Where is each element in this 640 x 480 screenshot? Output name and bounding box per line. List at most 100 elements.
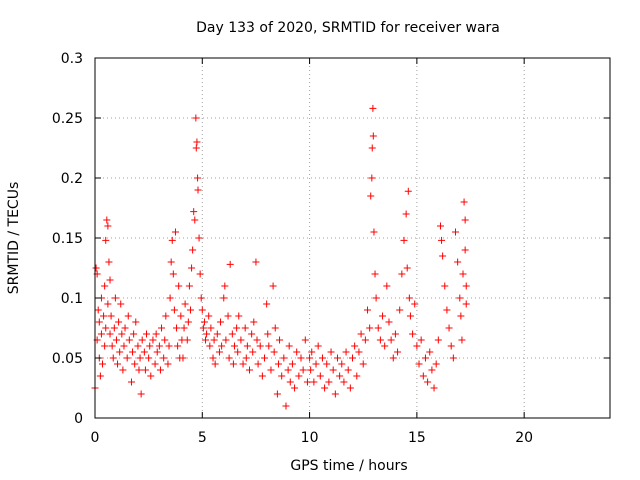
data-point <box>278 372 286 380</box>
data-point <box>189 246 197 254</box>
data-point <box>162 312 170 320</box>
data-point <box>99 360 107 368</box>
data-point <box>166 294 174 302</box>
data-point <box>249 348 257 356</box>
data-point <box>357 330 365 338</box>
data-point <box>108 342 116 350</box>
data-point <box>368 144 376 152</box>
data-point <box>329 366 337 374</box>
data-point <box>100 312 108 320</box>
data-point <box>336 372 344 380</box>
data-point <box>119 366 127 374</box>
data-point <box>376 336 384 344</box>
y-tick-label: 0.1 <box>61 291 83 307</box>
data-point <box>370 228 378 236</box>
data-point <box>217 318 225 326</box>
data-point <box>167 258 175 266</box>
data-point <box>226 260 234 268</box>
data-point <box>103 216 111 224</box>
data-point <box>413 342 421 350</box>
data-point <box>106 276 114 284</box>
data-point <box>95 318 103 326</box>
data-point <box>222 336 230 344</box>
data-point <box>151 360 159 368</box>
data-point <box>165 342 173 350</box>
data-point <box>308 348 316 356</box>
data-point <box>419 372 427 380</box>
data-point <box>114 360 122 368</box>
data-point <box>96 372 104 380</box>
data-point <box>265 342 273 350</box>
data-point <box>269 282 277 290</box>
data-point <box>381 342 389 350</box>
data-point <box>92 264 100 272</box>
data-point <box>228 330 236 338</box>
data-point <box>123 354 131 362</box>
y-tick-label: 0.25 <box>52 111 83 127</box>
data-points <box>91 104 470 410</box>
y-tick-label: 0.2 <box>61 171 83 187</box>
data-point <box>153 348 161 356</box>
data-point <box>140 348 148 356</box>
data-point <box>417 336 425 344</box>
data-point <box>180 324 188 332</box>
data-point <box>211 360 219 368</box>
data-point <box>462 282 470 290</box>
y-tick-label: 0.3 <box>61 51 83 67</box>
data-point <box>177 312 185 320</box>
data-point <box>462 300 470 308</box>
x-axis-label: GPS time / hours <box>290 458 407 474</box>
data-point <box>369 104 377 112</box>
data-point <box>403 264 411 272</box>
data-point <box>106 330 114 338</box>
data-point <box>235 312 243 320</box>
data-point <box>369 132 377 140</box>
data-point <box>107 312 115 320</box>
data-point <box>263 300 271 308</box>
data-point <box>109 354 117 362</box>
y-axis-label: SRMTID / TECUs <box>6 182 22 295</box>
data-point <box>379 312 387 320</box>
data-point <box>195 234 203 242</box>
data-point <box>169 270 177 278</box>
data-point <box>173 324 181 332</box>
data-point <box>164 360 172 368</box>
data-point <box>405 294 413 302</box>
data-point <box>454 258 462 266</box>
data-point <box>325 378 333 386</box>
data-point <box>205 312 213 320</box>
y-tick-label: 0.05 <box>52 351 83 367</box>
data-point <box>406 312 414 320</box>
axis-ticks: 0 5 10 15 20 0 0.05 0.1 0.15 0.2 0.25 0.3 <box>52 51 610 446</box>
data-point <box>242 354 250 362</box>
data-point <box>101 342 109 350</box>
data-point <box>267 366 275 374</box>
data-point <box>252 258 260 266</box>
data-point <box>104 222 112 230</box>
data-point <box>110 324 118 332</box>
data-point <box>383 282 391 290</box>
data-point <box>456 294 464 302</box>
data-point <box>331 390 339 398</box>
data-point <box>196 270 204 278</box>
data-point <box>430 384 438 392</box>
data-point <box>158 324 166 332</box>
data-point <box>194 186 202 194</box>
data-point <box>316 372 324 380</box>
data-point <box>297 354 305 362</box>
data-point <box>261 354 269 362</box>
data-point <box>387 336 395 344</box>
data-point <box>264 330 272 338</box>
data-point <box>434 336 442 344</box>
data-point <box>460 198 468 206</box>
data-point <box>271 324 279 332</box>
data-point <box>181 300 189 308</box>
data-point <box>415 360 423 368</box>
data-point <box>115 318 123 326</box>
data-point <box>102 236 110 244</box>
data-point <box>190 208 198 216</box>
data-point <box>102 324 110 332</box>
data-point <box>200 318 208 326</box>
data-point <box>250 318 258 326</box>
data-point <box>237 336 245 344</box>
